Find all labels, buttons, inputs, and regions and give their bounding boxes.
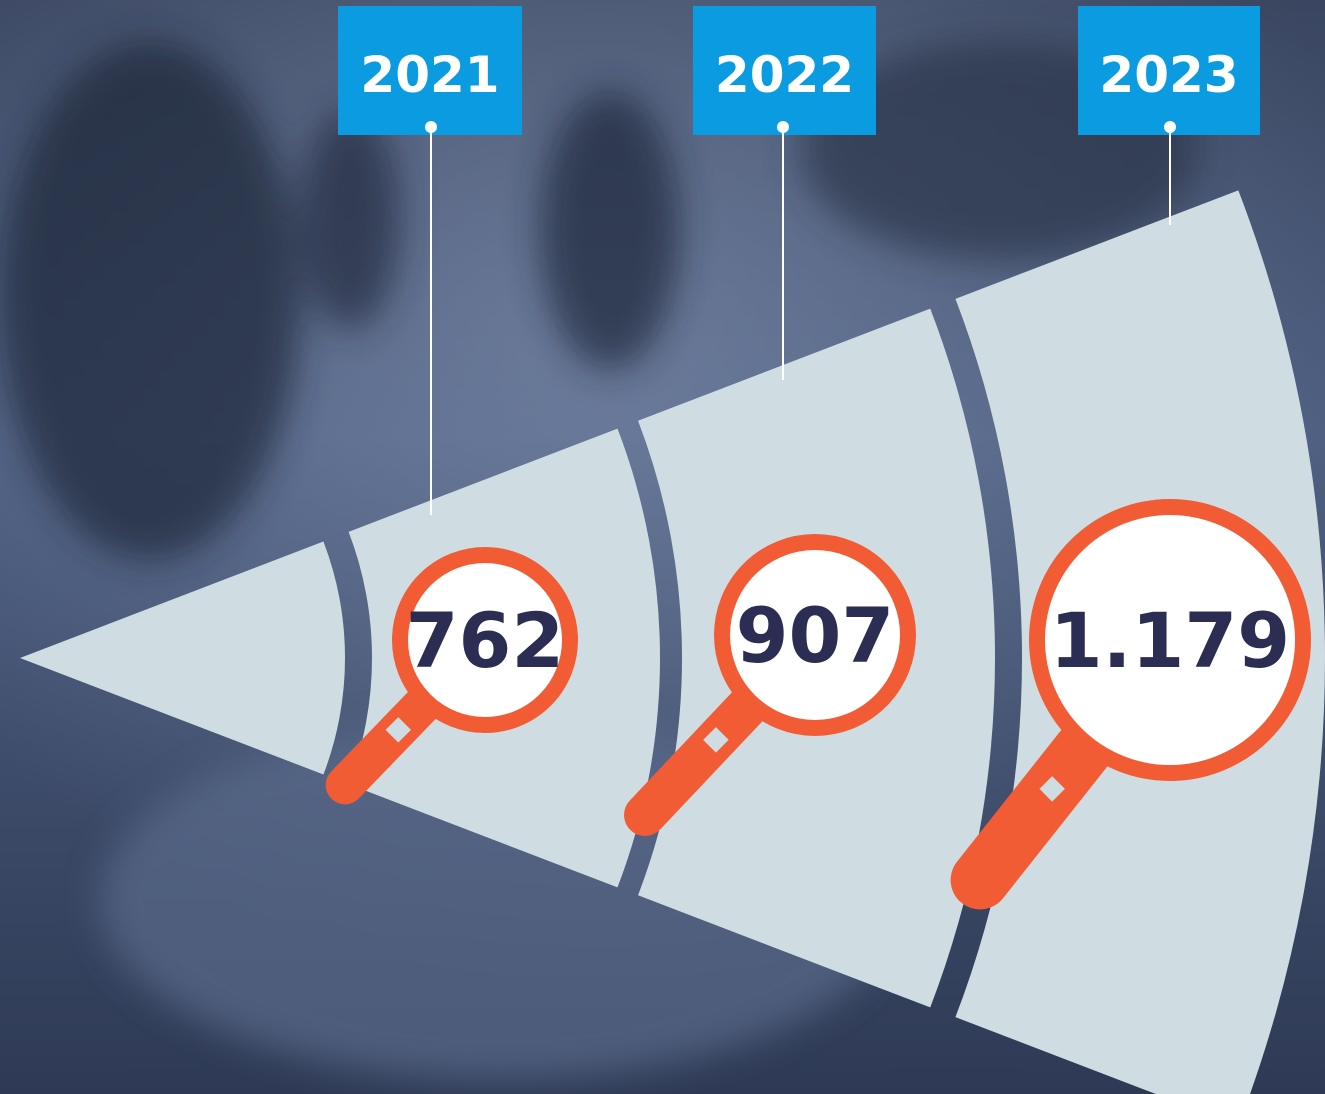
value-label: 762	[406, 596, 565, 685]
value-label: 907	[736, 591, 895, 680]
year-label: 2023	[1099, 46, 1238, 104]
year-label: 2022	[715, 46, 854, 104]
value-label: 1.179	[1050, 596, 1290, 685]
connector-dot	[1164, 121, 1176, 133]
connector-dot	[425, 121, 437, 133]
infographic: 2021 762 2022 907 2023 1.179	[0, 0, 1325, 1094]
connector-dot	[777, 121, 789, 133]
page: 2021762202290720231.179 (() => { const d…	[0, 0, 1325, 1094]
year-label: 2021	[360, 46, 499, 104]
